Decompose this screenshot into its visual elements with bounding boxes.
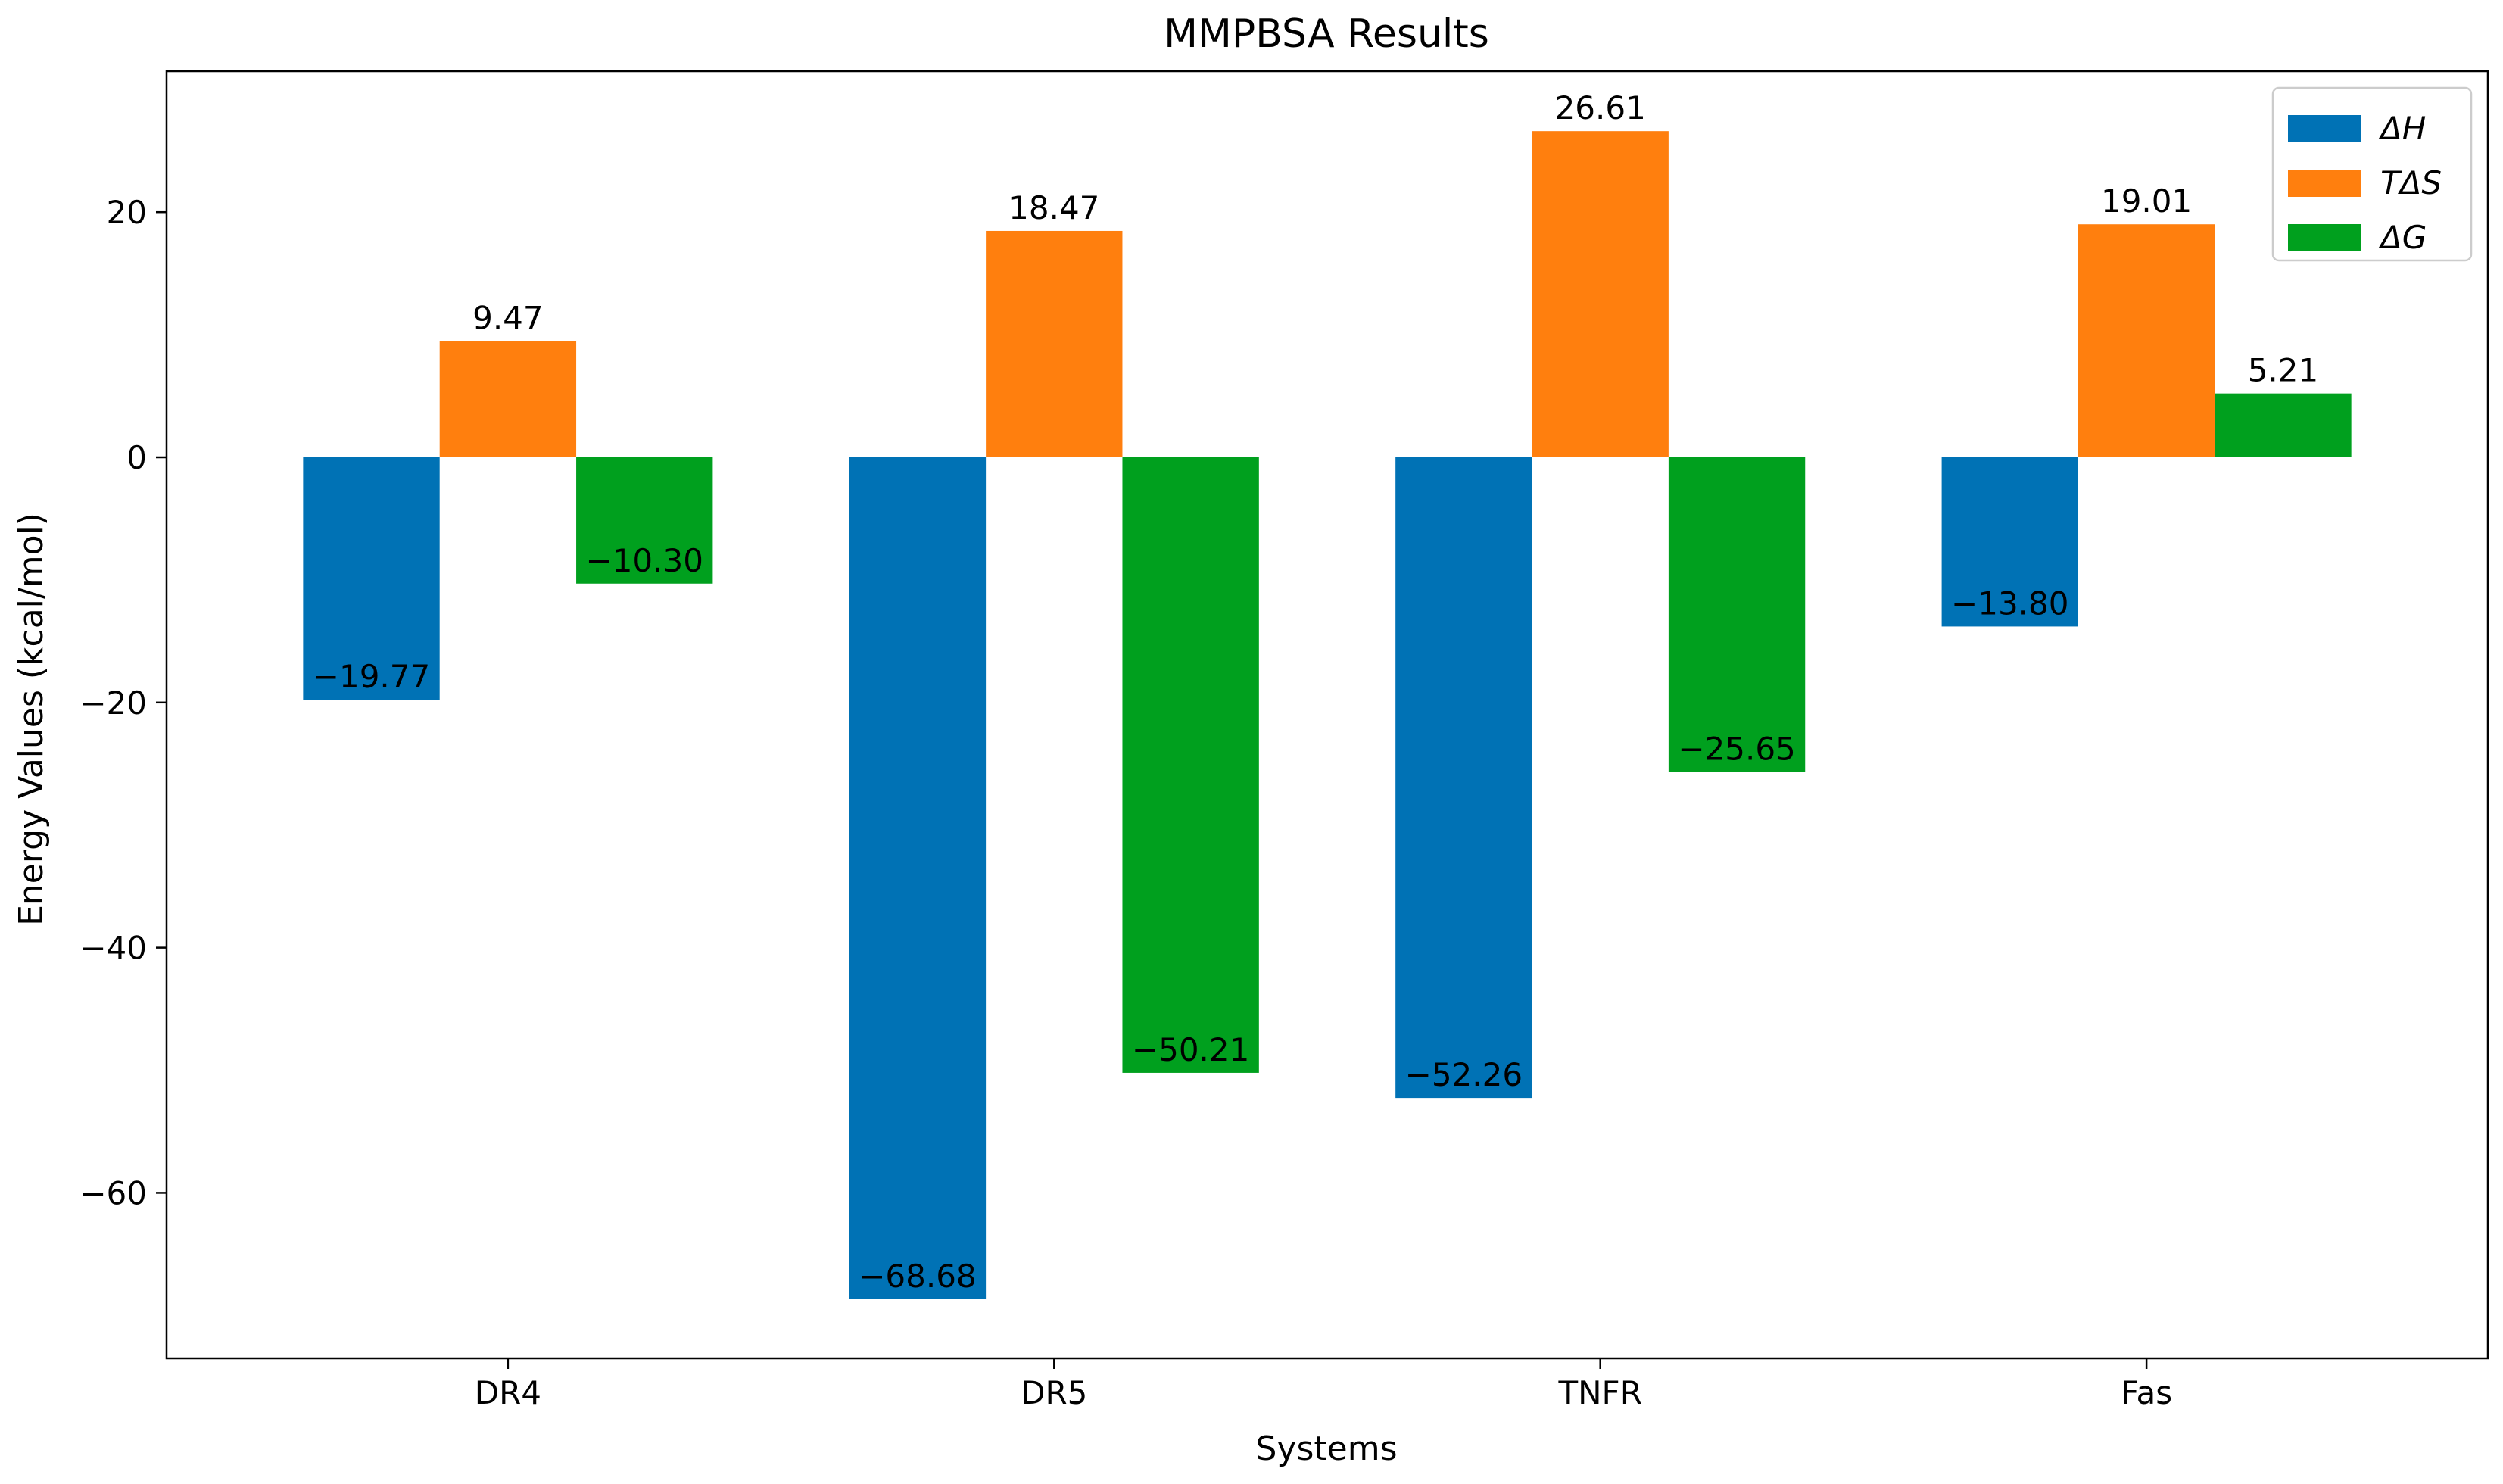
bar-delta-h-fas — [1941, 457, 2078, 627]
x-tick-label-fas: Fas — [2121, 1374, 2172, 1411]
data-label-delta-g-dr5: −50.21 — [1132, 1031, 1249, 1068]
bar-tdelta-s-dr4 — [439, 341, 577, 457]
bar-tdelta-s-fas — [2078, 224, 2215, 457]
data-label-tdelta-s-tnfr: 26.61 — [1555, 89, 1646, 126]
y-axis-label: Energy Values (kcal/mol) — [12, 513, 51, 926]
bar-tdelta-s-tnfr — [1532, 131, 1669, 457]
data-labels-layer: −19.77 −68.68 −52.26 −13.80 9.47 18.47 26.61 19… — [313, 89, 2318, 1295]
bar-delta-h-dr4 — [303, 457, 440, 700]
data-label-delta-h-dr5: −68.68 — [859, 1258, 976, 1295]
x-tick-label-dr5: DR5 — [1021, 1374, 1087, 1411]
bar-delta-g-tnfr — [1668, 457, 1806, 772]
bar-delta-h-tnfr — [1395, 457, 1532, 1099]
data-label-tdelta-s-fas: 19.01 — [2101, 182, 2192, 220]
data-label-delta-g-fas: 5.21 — [2248, 352, 2319, 389]
legend-swatch-tdelta-s — [2288, 170, 2361, 197]
chart-title: MMPBSA Results — [1164, 11, 1489, 57]
data-label-delta-g-dr4: −10.30 — [586, 542, 703, 579]
bar-delta-g-dr5 — [1122, 457, 1259, 1073]
x-tick-label-dr4: DR4 — [475, 1374, 541, 1411]
data-label-delta-g-tnfr: −25.65 — [1678, 730, 1795, 767]
data-label-tdelta-s-dr5: 18.47 — [1008, 189, 1099, 226]
legend-swatch-delta-h — [2288, 115, 2361, 142]
data-label-delta-h-fas: −13.80 — [1951, 585, 2068, 622]
legend-label-delta-h: ΔH — [2378, 110, 2426, 147]
y-tick-label: −40 — [79, 930, 147, 967]
data-label-delta-h-tnfr: −52.26 — [1405, 1056, 1523, 1093]
bar-delta-g-fas — [2215, 393, 2352, 457]
x-tick-label-tnfr: TNFR — [1557, 1374, 1641, 1411]
axes-layer: 20 0 −20 −40 −60 DR4 DR5 TNFR Fas — [79, 70, 2489, 1411]
x-axis-label: Systems — [1256, 1429, 1398, 1468]
y-tick-label: 20 — [107, 194, 147, 231]
legend-swatch-delta-g — [2288, 224, 2361, 251]
bars-layer — [303, 131, 2352, 1299]
plot-frame — [165, 70, 2489, 1360]
bar-delta-g-dr4 — [576, 457, 713, 584]
data-label-delta-h-dr4: −19.77 — [313, 658, 430, 695]
bar-delta-h-dr5 — [849, 457, 987, 1299]
y-tick-label: −20 — [79, 684, 147, 722]
legend-label-tdelta-s: TΔS — [2380, 164, 2442, 201]
y-tick-label: −60 — [79, 1174, 147, 1211]
bar-tdelta-s-dr5 — [986, 230, 1123, 457]
legend-label-delta-g: ΔG — [2378, 219, 2427, 256]
data-label-tdelta-s-dr4: 9.47 — [472, 300, 544, 337]
y-tick-label: 0 — [126, 439, 147, 476]
legend: ΔH TΔS ΔG — [2271, 86, 2473, 262]
